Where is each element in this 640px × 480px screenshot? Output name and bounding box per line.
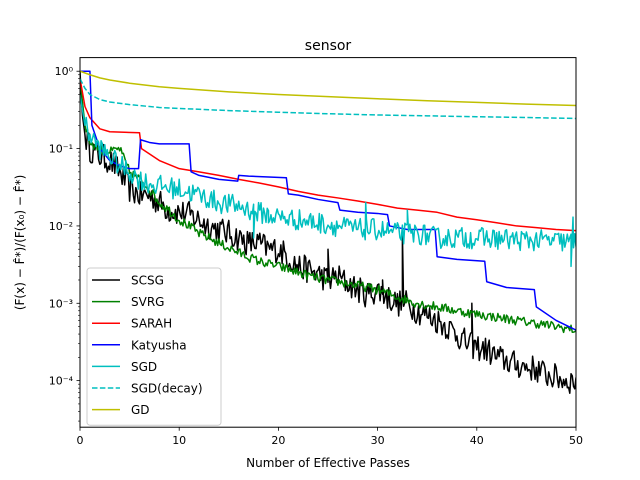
- y-tick-label: 10⁻⁴: [49, 375, 74, 388]
- series-line-sarah: [80, 78, 576, 232]
- legend-label: Katyusha: [131, 338, 187, 352]
- y-axis-label: (F(x) − F̂*)/(F(x₀) − F̂*): [13, 175, 27, 311]
- legend-frame: [86, 267, 222, 426]
- series-line-svrg: [80, 78, 576, 334]
- y-axis: 10⁻⁴ 10⁻³ 10⁻² 10⁻¹ 10⁰: [49, 65, 80, 422]
- x-tick-label: 20: [271, 434, 285, 447]
- x-tick-label: 30: [371, 434, 385, 447]
- legend-label: GD: [131, 403, 150, 417]
- legend-label: SVRG: [131, 295, 164, 309]
- y-tick-label: 10⁻¹: [49, 143, 73, 156]
- y-tick-label: 10⁻²: [49, 220, 73, 233]
- series-line-katyusha: [80, 70, 576, 331]
- plot-frame: [79, 57, 577, 428]
- series-line-gd: [80, 70, 576, 107]
- x-tick-label: 50: [569, 434, 583, 447]
- y-tick-label: 10⁰: [55, 65, 74, 78]
- y-tick-label: 10⁻³: [49, 297, 73, 310]
- series-line-scsg: [80, 71, 576, 394]
- x-tick-label: 10: [172, 434, 186, 447]
- series-line-sgd: [80, 94, 576, 268]
- x-tick-label: 0: [77, 434, 84, 447]
- x-axis: 0 10 20 30 40 50: [77, 427, 583, 447]
- legend: SCSG SVRG SARAH Katyusha SGD SGD(decay) GD: [86, 267, 222, 426]
- chart-title: sensor: [305, 38, 352, 54]
- legend-label: SCSG: [131, 274, 164, 288]
- series-line-sgd-decay: [80, 78, 576, 120]
- legend-label: SGD(decay): [131, 382, 203, 396]
- series-layer: [80, 70, 576, 394]
- legend-label: SGD: [131, 360, 157, 374]
- x-tick-label: 40: [470, 434, 484, 447]
- x-axis-label: Number of Effective Passes: [246, 456, 410, 470]
- legend-label: SARAH: [131, 317, 172, 331]
